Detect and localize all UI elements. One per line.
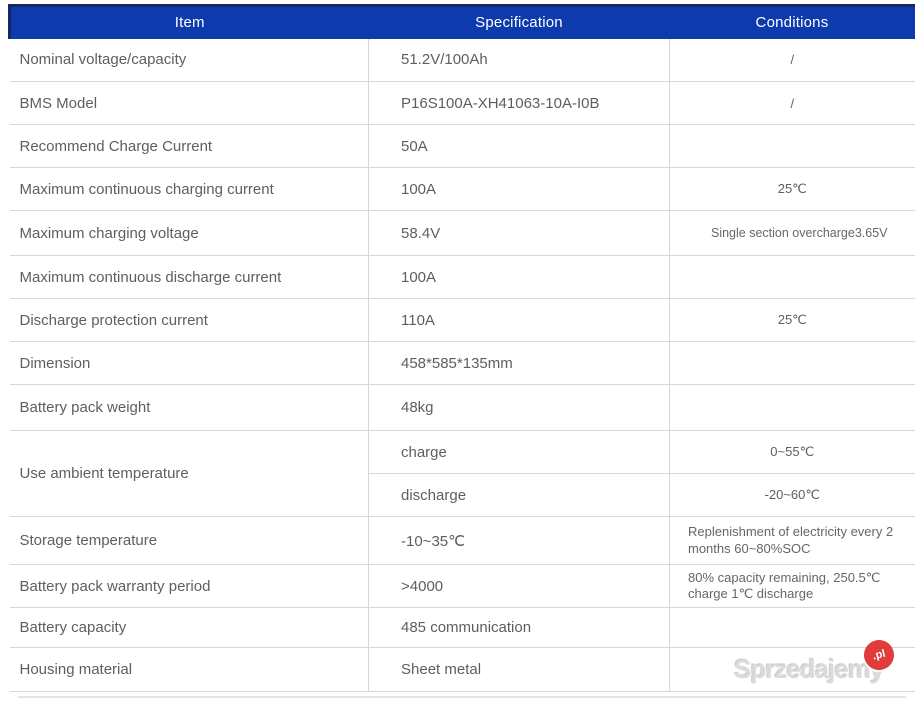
table-row: Storage temperature -10~35℃ Replenishmen… <box>9 516 915 565</box>
table-row: Nominal voltage/capacity 51.2V/100Ah / <box>9 38 915 82</box>
table-row: Battery pack warranty period >4000 80% c… <box>9 564 915 608</box>
cond-cell: 80% capacity remaining, 250.5℃ charge 1℃… <box>669 564 915 608</box>
item-cell: Battery capacity <box>9 607 369 648</box>
spec-cell: charge <box>368 430 670 474</box>
spec-cell: 50A <box>368 124 670 168</box>
item-cell: Battery pack warranty period <box>9 564 369 608</box>
table-row: Dimension 458*585*135mm <box>9 341 915 385</box>
cond-cell: 25℃ <box>669 298 915 342</box>
table-row: Use ambient temperature charge 0~55℃ <box>9 430 915 517</box>
item-cell: Recommend Charge Current <box>9 124 369 168</box>
spec-cell: -10~35℃ <box>368 516 670 565</box>
spec-cell: 100A <box>368 255 670 299</box>
battery-spec-sheet: Item Specification Conditions Nominal vo… <box>0 4 920 704</box>
cond-cell <box>669 341 915 385</box>
table-row: Recommend Charge Current 50A <box>9 124 915 168</box>
table-row: Battery pack weight 48kg <box>9 384 915 431</box>
item-cell: Storage temperature <box>9 516 369 565</box>
table-row: Maximum continuous discharge current 100… <box>9 255 915 299</box>
spec-table: Item Specification Conditions Nominal vo… <box>8 4 915 692</box>
spec-cell: 110A <box>368 298 670 342</box>
item-cell: Use ambient temperature <box>9 430 369 517</box>
column-header-item: Item <box>8 4 369 39</box>
spec-cell: >4000 <box>368 564 670 608</box>
table-row: Battery capacity 485 communication <box>9 607 915 648</box>
item-cell: Dimension <box>9 341 369 385</box>
watermark-text: Sprzedajemy <box>734 654 884 684</box>
item-cell: Maximum continuous charging current <box>9 167 369 211</box>
item-cell: BMS Model <box>9 81 369 125</box>
column-header-conditions: Conditions <box>669 4 915 39</box>
cond-cell: / <box>669 38 915 82</box>
cond-cell: 0~55℃ <box>669 430 915 474</box>
cond-cell <box>669 384 915 431</box>
table-row: Discharge protection current 110A 25℃ <box>9 298 915 342</box>
sprzedajemy-watermark: Sprzedajemy .pl <box>734 636 904 694</box>
cond-cell <box>669 124 915 168</box>
cond-cell <box>669 255 915 299</box>
cond-cell: 25℃ <box>669 167 915 211</box>
spec-cell: 458*585*135mm <box>368 341 670 385</box>
cond-cell: -20~60℃ <box>669 473 915 517</box>
spec-cell: discharge <box>368 473 670 517</box>
item-cell: Maximum continuous discharge current <box>9 255 369 299</box>
spec-cell: P16S100A-XH41063-10A-I0B <box>368 81 670 125</box>
table-row: Maximum continuous charging current 100A… <box>9 167 915 211</box>
item-cell: Discharge protection current <box>9 298 369 342</box>
cond-cell: Single section overcharge3.65V <box>669 210 915 256</box>
spec-cell: 48kg <box>368 384 670 431</box>
cond-cell: Replenishment of electricity every 2 mon… <box>669 516 915 565</box>
column-header-specification: Specification <box>368 4 670 39</box>
cond-cell: / <box>669 81 915 125</box>
item-cell: Nominal voltage/capacity <box>9 38 369 82</box>
table-row: BMS Model P16S100A-XH41063-10A-I0B / <box>9 81 915 125</box>
item-cell: Maximum charging voltage <box>9 210 369 256</box>
item-cell: Housing material <box>9 647 369 692</box>
spec-cell: 51.2V/100Ah <box>368 38 670 82</box>
table-row: Housing material Sheet metal <box>9 647 915 692</box>
spec-cell: 485 communication <box>368 607 670 648</box>
table-header-row: Item Specification Conditions <box>8 4 915 39</box>
table-row: Maximum charging voltage 58.4V Single se… <box>9 210 915 256</box>
bottom-divider <box>18 696 906 698</box>
spec-cell: Sheet metal <box>368 647 670 692</box>
spec-cell: 58.4V <box>368 210 670 256</box>
table-row: discharge -20~60℃ <box>10 473 915 517</box>
spec-cell: 100A <box>368 167 670 211</box>
item-cell: Battery pack weight <box>9 384 369 431</box>
